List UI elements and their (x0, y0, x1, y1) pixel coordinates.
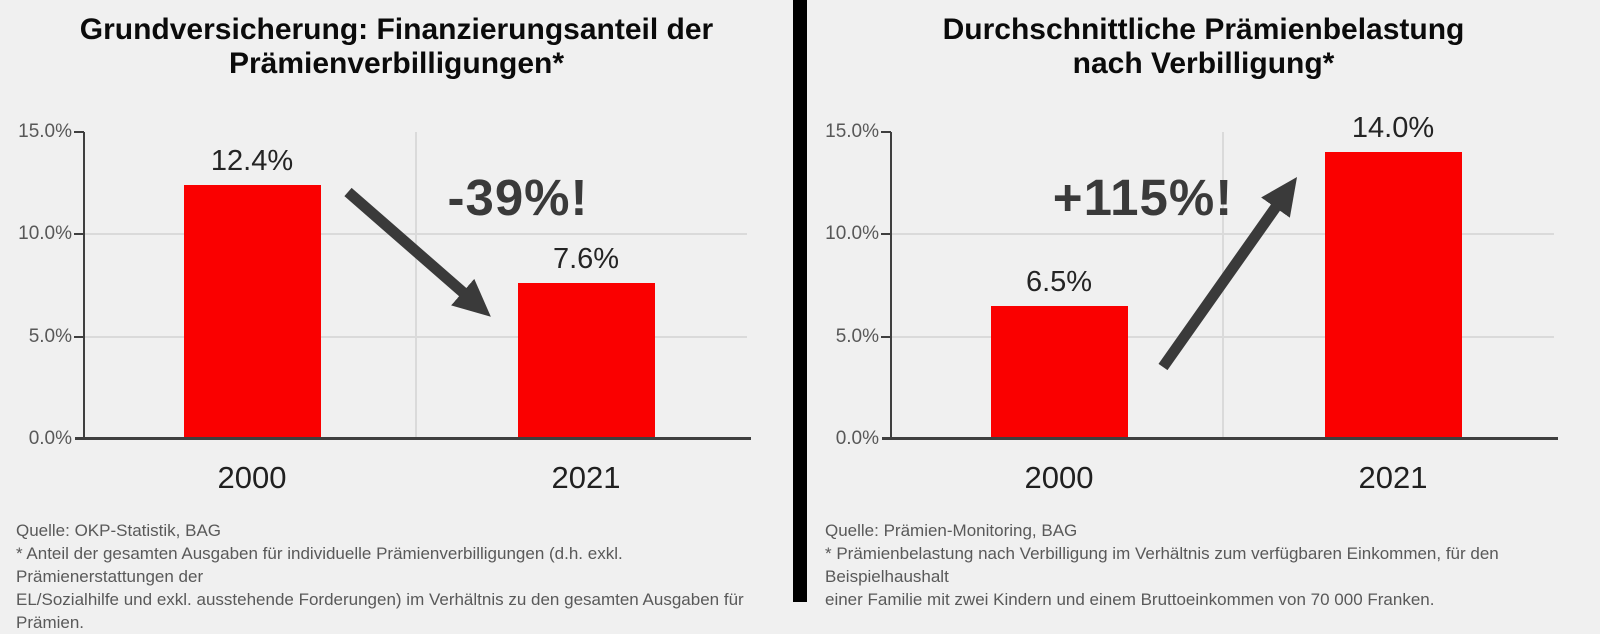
y-tick-mark-5 (74, 336, 84, 338)
bar-2021 (1324, 152, 1462, 439)
bar-value-label: 14.0% (1351, 112, 1435, 145)
x-tick-label-2000: 2000 (217, 460, 287, 495)
bar-value-label: 6.5% (1025, 265, 1093, 298)
y-tick-label: 5.0% (28, 326, 72, 347)
chart-footer: Quelle: OKP-Statistik, BAG * Anteil der … (16, 519, 778, 634)
x-axis-line (882, 437, 1558, 440)
y-tick-mark-10 (74, 233, 84, 235)
change-annotation: -39%! (447, 169, 589, 226)
bar-2000 (990, 306, 1128, 439)
change-annotation: +115%! (1052, 169, 1234, 226)
source-text: Quelle: Prämien-Monitoring, BAG (825, 521, 1078, 540)
footnote-text: * Prämienbelastung nach Verbilligung im … (825, 544, 1499, 609)
y-tick-label: 5.0% (835, 326, 879, 347)
bar-value-label: 12.4% (210, 145, 294, 178)
y-tick-label: 0.0% (835, 428, 879, 449)
x-tick-label-2021: 2021 (551, 460, 621, 495)
y-axis-line (83, 132, 85, 439)
y-tick-mark-15 (881, 131, 891, 133)
chart-panel-left: Grundversicherung: Finanzierungsanteil d… (0, 0, 793, 632)
x-axis-line (75, 437, 751, 440)
y-tick-label: 10.0% (18, 223, 72, 244)
chart-footer: Quelle: Prämien-Monitoring, BAG * Prämie… (825, 519, 1587, 611)
y-axis-line (890, 132, 892, 439)
y-tick-mark-10 (881, 233, 891, 235)
source-text: Quelle: OKP-Statistik, BAG (16, 521, 222, 540)
y-tick-label: 10.0% (825, 223, 879, 244)
y-tick-mark-5 (881, 336, 891, 338)
chart-panel-right: Durchschnittliche Prämienbelastung nach … (807, 0, 1600, 609)
panel-divider (793, 0, 807, 602)
chart-title: Grundversicherung: Finanzierungsanteil d… (79, 13, 714, 80)
y-tick-label: 0.0% (28, 428, 72, 449)
y-tick-mark-15 (74, 131, 84, 133)
y-tick-label: 15.0% (825, 121, 879, 142)
down-right-arrow-icon (344, 187, 491, 317)
up-right-arrow-icon (1158, 177, 1298, 371)
bar-2021 (517, 283, 655, 439)
x-tick-label-2021: 2021 (1358, 460, 1428, 495)
footnote-text: * Anteil der gesamten Ausgaben für indiv… (16, 544, 744, 632)
bar-2000 (183, 185, 321, 439)
chart-title: Durchschnittliche Prämienbelastung nach … (942, 13, 1465, 80)
y-tick-label: 15.0% (18, 121, 72, 142)
bar-value-label: 7.6% (552, 243, 620, 276)
x-tick-label-2000: 2000 (1024, 460, 1094, 495)
